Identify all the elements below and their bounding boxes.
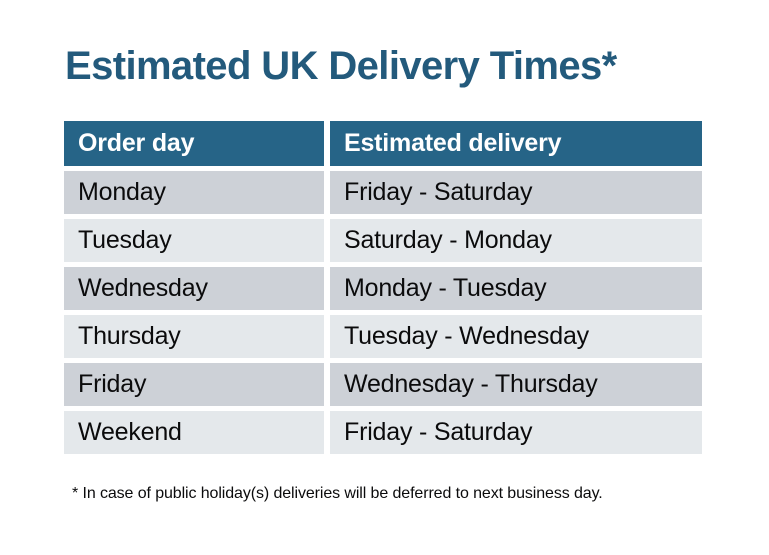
column-header-estimated-delivery: Estimated delivery [330, 121, 702, 166]
cell-estimated-delivery: Monday - Tuesday [330, 267, 702, 310]
cell-order-day: Weekend [64, 411, 324, 454]
cell-estimated-delivery: Friday - Saturday [330, 411, 702, 454]
cell-order-day: Thursday [64, 315, 324, 358]
cell-estimated-delivery: Saturday - Monday [330, 219, 702, 262]
column-header-order-day: Order day [64, 121, 324, 166]
footnote: * In case of public holiday(s) deliverie… [72, 485, 603, 502]
cell-order-day: Monday [64, 171, 324, 214]
cell-estimated-delivery: Wednesday - Thursday [330, 363, 702, 406]
delivery-table: Order day Estimated delivery Monday Frida… [64, 121, 702, 454]
cell-estimated-delivery: Friday - Saturday [330, 171, 702, 214]
cell-order-day: Friday [64, 363, 324, 406]
cell-estimated-delivery: Tuesday - Wednesday [330, 315, 702, 358]
cell-order-day: Tuesday [64, 219, 324, 262]
cell-order-day: Wednesday [64, 267, 324, 310]
page-title: Estimated UK Delivery Times* [65, 44, 617, 88]
